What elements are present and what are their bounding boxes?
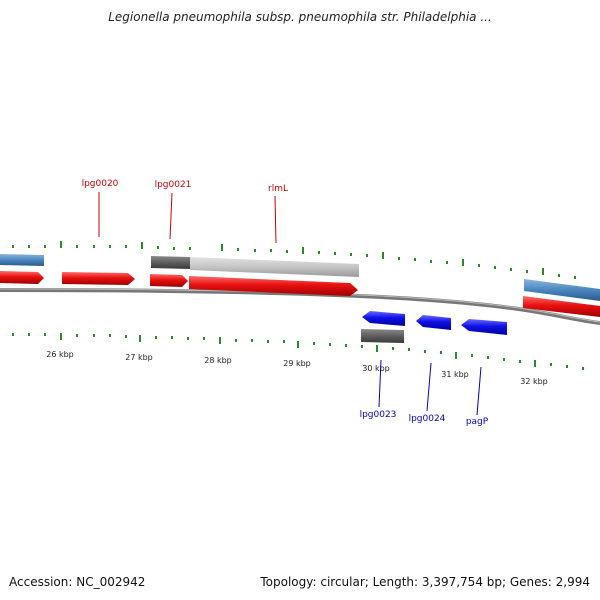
gene-label-lpg0024[interactable]: lpg0024 <box>409 414 446 424</box>
gene-label-lpg0023[interactable]: lpg0023 <box>360 410 397 420</box>
accession-text: Accession: NC_002942 <box>9 575 146 589</box>
feature-bar-dark[interactable] <box>151 256 190 269</box>
forward-gene-arrow-lpg0020[interactable] <box>62 272 135 285</box>
reverse-gene-arrow-lpg0023[interactable] <box>362 311 405 326</box>
gene-label-rlmL[interactable]: rlmL <box>268 184 288 194</box>
tick-label-30: 30 kbp <box>362 364 390 373</box>
tick-label-27: 27 kbp <box>125 353 153 362</box>
tick-label-28: 28 kbp <box>204 356 232 365</box>
genome-title: Legionella pneumophila subsp. pneumophil… <box>108 10 492 24</box>
forward-gene-arrow-lpg0021[interactable] <box>150 274 188 287</box>
tick-label-29: 29 kbp <box>283 359 311 368</box>
feature-bar-steel-right[interactable] <box>524 279 600 301</box>
topology-text: Topology: circular; Length: 3,397,754 bp… <box>260 575 590 589</box>
label-leader-lpg0024 <box>426 362 432 412</box>
gene-label-lpg0020[interactable]: lpg0020 <box>82 179 119 189</box>
tick-label-31: 31 kbp <box>441 370 469 379</box>
gene-label-pagP[interactable]: pagP <box>466 417 489 427</box>
genome-backbone <box>0 288 600 325</box>
reverse-gene-arrow-pagP[interactable] <box>461 319 507 335</box>
tick-marks-lower <box>12 333 584 370</box>
genome-backbone-highlight <box>0 288 600 323</box>
forward-gene-arrow-right[interactable] <box>523 296 600 317</box>
feature-bar-steel-left[interactable] <box>0 254 44 266</box>
tick-marks-upper <box>12 241 576 279</box>
feature-bar-gray[interactable] <box>190 257 359 277</box>
forward-gene-arrow-rlmL[interactable] <box>189 276 358 296</box>
tick-label-26: 26 kbp <box>46 350 74 359</box>
label-leader-lpg0023 <box>378 359 382 408</box>
forward-gene-arrow-left[interactable] <box>0 271 44 284</box>
reverse-gene-arrow-lpg0024[interactable] <box>416 315 451 330</box>
tick-label-32: 32 kbp <box>520 377 548 386</box>
label-leader-rlmL <box>274 195 277 244</box>
gene-label-lpg0021[interactable]: lpg0021 <box>155 180 192 190</box>
label-leader-lpg0021 <box>169 192 173 240</box>
label-leader-pagP <box>476 366 482 416</box>
reverse-gene-dark-bar[interactable] <box>361 329 404 343</box>
